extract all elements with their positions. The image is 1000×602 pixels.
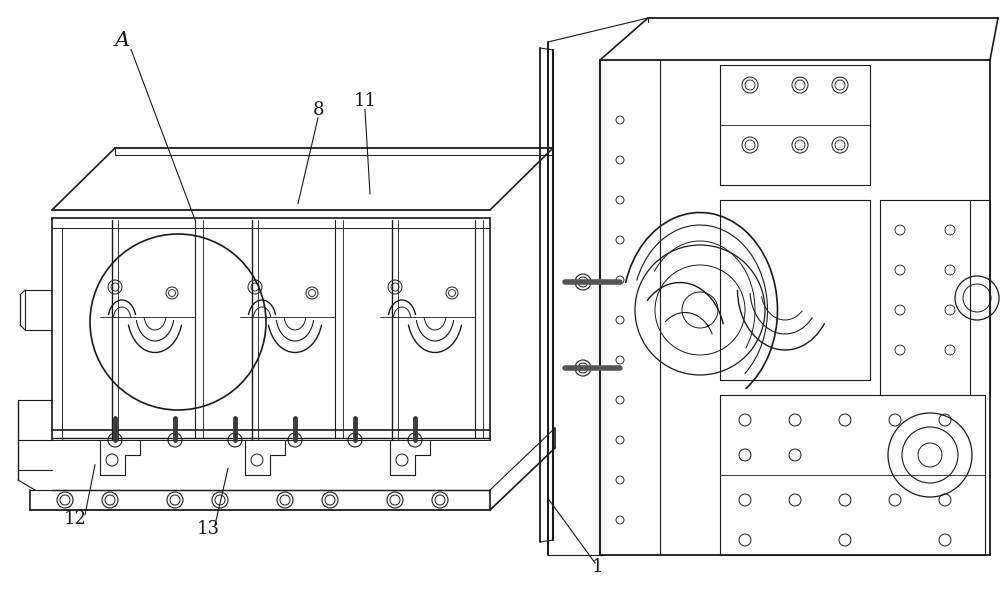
Text: 11: 11: [354, 92, 376, 110]
Text: 8: 8: [312, 101, 324, 119]
Text: 1: 1: [592, 558, 604, 576]
Text: A: A: [114, 31, 130, 51]
Text: 13: 13: [196, 520, 220, 538]
Text: 12: 12: [64, 510, 86, 528]
